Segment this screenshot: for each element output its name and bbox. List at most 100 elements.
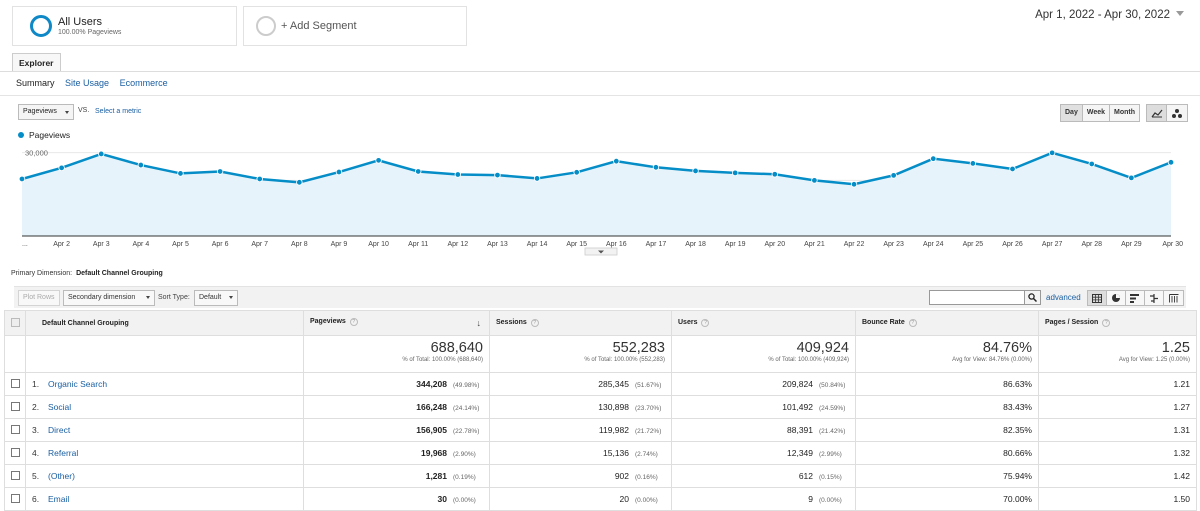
- column-header-pageviews[interactable]: Pageviews? ↓: [303, 310, 490, 336]
- primary-dimension-value[interactable]: Default Channel Grouping: [76, 270, 163, 277]
- grid-icon: [1092, 293, 1102, 303]
- data-point: [573, 169, 580, 176]
- row-percent: (0.00%): [635, 497, 658, 504]
- row-number: 5.: [32, 471, 40, 481]
- row-pageviews: 30 (0.00%): [303, 487, 490, 511]
- motion-chart-button[interactable]: [1167, 105, 1187, 121]
- column-header-pages-per-session[interactable]: Pages / Session?: [1038, 310, 1197, 336]
- performance-view-button[interactable]: [1126, 291, 1145, 305]
- row-checkbox[interactable]: [10, 470, 20, 480]
- column-header-bounce-rate[interactable]: Bounce Rate?: [855, 310, 1039, 336]
- segment-subtitle: 100.00% Pageviews: [58, 29, 122, 36]
- week-button[interactable]: Week: [1082, 105, 1111, 121]
- row-checkbox[interactable]: [10, 401, 20, 411]
- month-button[interactable]: Month: [1110, 105, 1140, 121]
- row-checkbox[interactable]: [10, 378, 20, 388]
- row-value: 88,391: [787, 425, 813, 435]
- line-chart-button[interactable]: [1147, 105, 1167, 121]
- row-number: 6.: [32, 494, 40, 504]
- select-metric-link[interactable]: Select a metric: [95, 108, 142, 115]
- data-point: [335, 168, 343, 176]
- row-dimension-link[interactable]: Email: [48, 494, 70, 504]
- row-number: 4.: [32, 448, 40, 458]
- row-users: 88,391 (21.42%): [671, 418, 856, 442]
- column-header-channel[interactable]: Default Channel Grouping: [25, 310, 304, 336]
- table-search-input[interactable]: [929, 290, 1025, 305]
- x-tick-label: Apr 30: [1162, 241, 1183, 248]
- search-button[interactable]: [1024, 290, 1041, 305]
- table-row: 4. Referral 19,968 (2.90%) 15,136 (2.74%) 12,3…: [4, 441, 1197, 465]
- secondary-dimension-label: Secondary dimension: [68, 294, 136, 301]
- column-header-label: Default Channel Grouping: [42, 319, 129, 327]
- legend-series-name: Pageviews: [29, 130, 71, 140]
- x-tick-label: Apr 24: [923, 241, 944, 248]
- row-value: 166,248: [416, 402, 447, 412]
- column-header-label: Pages / Session: [1045, 319, 1099, 326]
- row-checkbox[interactable]: [10, 424, 20, 434]
- row-dimension-link[interactable]: Social: [48, 402, 72, 412]
- row-dimension-link[interactable]: (Other): [48, 471, 75, 481]
- add-segment-button[interactable]: + Add Segment: [243, 6, 467, 46]
- primary-dimension-label: Primary Dimension:: [11, 270, 73, 277]
- comparison-view-button[interactable]: [1145, 291, 1164, 305]
- data-point: [216, 168, 224, 175]
- secondary-dimension-dropdown[interactable]: Secondary dimension: [63, 290, 155, 306]
- row-dimension-link[interactable]: Referral: [48, 448, 79, 458]
- row-percent: (24.59%): [819, 405, 846, 412]
- help-icon[interactable]: ?: [530, 319, 539, 327]
- help-icon[interactable]: ?: [1102, 319, 1111, 327]
- help-icon[interactable]: ?: [908, 319, 917, 327]
- row-bounce-rate: 75.94%: [855, 464, 1039, 488]
- subtab-ecommerce[interactable]: Ecommerce: [119, 78, 168, 88]
- row-pages-per-session: 1.21: [1038, 372, 1197, 396]
- row-checkbox-cell: [4, 487, 26, 511]
- help-icon[interactable]: ?: [701, 319, 710, 327]
- row-percent: (0.19%): [453, 474, 476, 481]
- sort-type-dropdown[interactable]: Default: [194, 290, 238, 306]
- row-value: 344,208: [416, 379, 447, 389]
- date-range-picker[interactable]: Apr 1, 2022 - Apr 30, 2022: [1035, 9, 1184, 21]
- pie-view-button[interactable]: [1107, 291, 1126, 305]
- table-row: 1. Organic Search 344,208 (49.98%) 285,345 (5…: [4, 372, 1197, 396]
- subtab-summary[interactable]: Summary: [16, 78, 55, 88]
- day-button[interactable]: Day: [1061, 105, 1083, 121]
- data-point: [256, 175, 263, 183]
- x-tick-label: Apr 25: [963, 241, 984, 248]
- column-header-sessions[interactable]: Sessions?: [489, 310, 672, 336]
- data-table-view-button[interactable]: [1088, 291, 1107, 305]
- advanced-filter-link[interactable]: advanced: [1046, 293, 1081, 302]
- total-note: Avg for View: 84.76% (0.00%): [952, 357, 1032, 363]
- column-header-users[interactable]: Users?: [671, 310, 856, 336]
- total-value: 409,924: [796, 340, 849, 356]
- x-tick-label: Apr 22: [844, 241, 865, 248]
- select-all-checkbox[interactable]: [11, 317, 20, 327]
- data-point: [296, 179, 303, 186]
- plot-rows-button[interactable]: Plot Rows: [18, 290, 60, 306]
- x-tick-label: Apr 6: [212, 241, 229, 248]
- row-dimension-link[interactable]: Direct: [48, 425, 71, 435]
- row-dimension-cell: 4. Referral: [25, 441, 304, 465]
- chart-view-buttons: [1146, 104, 1188, 122]
- legend-dot-icon: [18, 132, 24, 138]
- x-tick-label: Apr 5: [172, 241, 189, 248]
- chevron-down-icon: [229, 296, 233, 299]
- row-users: 612 (0.15%): [671, 464, 856, 488]
- metric-dropdown[interactable]: Pageviews: [18, 104, 74, 120]
- data-point: [811, 177, 818, 184]
- row-dimension-link[interactable]: Organic Search: [48, 379, 108, 389]
- segment-all-users[interactable]: All Users 100.00% Pageviews: [12, 6, 237, 46]
- row-checkbox[interactable]: [10, 493, 20, 503]
- x-tick-label: Apr 12: [448, 241, 469, 248]
- help-icon[interactable]: ?: [349, 318, 358, 326]
- subtab-site-usage[interactable]: Site Usage: [65, 78, 110, 88]
- sort-desc-icon: ↓: [476, 318, 482, 328]
- pivot-view-button[interactable]: [1164, 291, 1183, 305]
- segment-title: All Users: [58, 16, 103, 28]
- row-checkbox[interactable]: [10, 447, 20, 457]
- row-dimension-cell: 3. Direct: [25, 418, 304, 442]
- row-percent: (22.78%): [453, 428, 480, 435]
- tab-explorer[interactable]: Explorer: [12, 53, 61, 72]
- add-segment-label: + Add Segment: [281, 20, 357, 32]
- row-value: 12,349: [787, 448, 813, 458]
- table-row: 5. (Other) 1,281 (0.19%) 902 (0.16%) 612 (0.15%…: [4, 464, 1197, 488]
